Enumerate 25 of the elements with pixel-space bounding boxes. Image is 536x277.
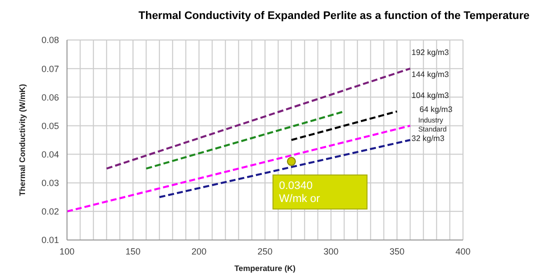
annotation: 0.0340 W/mk or [279, 180, 320, 205]
series-label: 32 kg/m3 [412, 134, 445, 143]
y-tick-label: 0.01 [41, 235, 59, 246]
y-tick-label: 0.05 [41, 120, 59, 131]
x-tick-label: 350 [389, 246, 405, 256]
y-tick-label: 0.07 [41, 64, 59, 74]
series-label: 64 kg/m3 [420, 105, 453, 114]
x-axis-title: Temperature (K) [234, 264, 296, 273]
y-tick-label: 0.06 [41, 92, 59, 102]
note-box: 0.0340 W/mk or [272, 174, 368, 210]
chart-title: Thermal Conductivity of Expanded Perlite as a function of the Temperature [138, 10, 530, 22]
x-tick-label: 400 [455, 246, 471, 256]
text: 144 kg/m3 [412, 70, 450, 79]
x-tick-label: 300 [323, 246, 339, 256]
y-tick-label: 0.08 [41, 35, 59, 46]
x-tick-label: 150 [125, 246, 141, 256]
y-axis-title: Thermal Conductivity (W/mK) [18, 84, 27, 196]
x-tick-label: 100 [59, 246, 75, 256]
y-tick-label: 0.02 [41, 206, 59, 217]
x-tick-label: 250 [257, 246, 273, 256]
text: 104 kg/m3 [412, 91, 450, 100]
y-tick-label: 0.03 [41, 178, 59, 188]
series-label: 192 kg/m3 [412, 48, 450, 57]
x-tick-label: 200 [191, 246, 207, 256]
y-tick-label: 0.04 [41, 149, 59, 160]
